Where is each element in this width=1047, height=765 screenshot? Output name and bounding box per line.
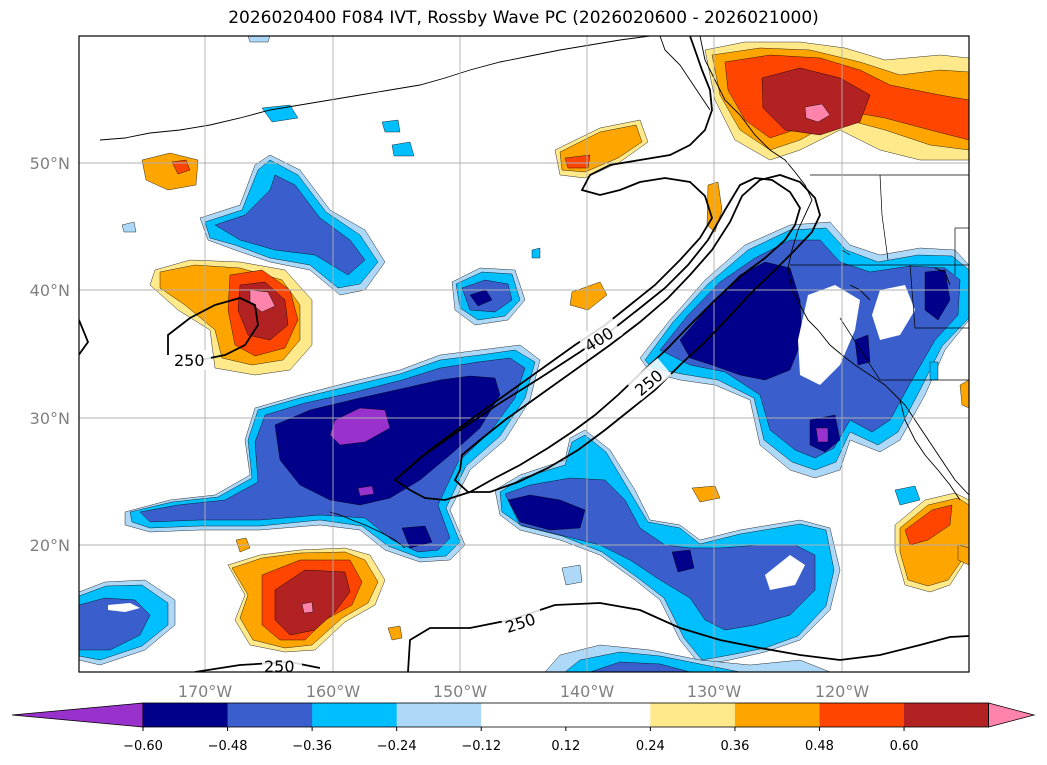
map-frame bbox=[78, 35, 970, 673]
colorbar-segment bbox=[227, 703, 313, 727]
colorbar-segment bbox=[734, 703, 820, 727]
negative-anomaly-east-pacific-south bbox=[494, 429, 841, 666]
colorbar-extend-min bbox=[11, 702, 144, 728]
lon-label-150w: 150°W bbox=[433, 682, 488, 701]
longitude-labels: 170°W 160°W 150°W 140°W 130°W 120°W bbox=[178, 682, 870, 701]
contour-250-pacific bbox=[79, 319, 90, 357]
positive-anomaly-hawaii-south bbox=[227, 547, 386, 653]
contour-400 bbox=[394, 36, 713, 481]
map-title: 2026020400 F084 IVT, Rossby Wave PC (202… bbox=[228, 8, 819, 28]
colorbar-segment bbox=[481, 703, 567, 727]
contour-label-250-west: 250 bbox=[174, 351, 205, 370]
lon-label-160w: 160°W bbox=[306, 682, 361, 701]
colorbar-extend-max bbox=[988, 702, 1036, 728]
political-borders bbox=[790, 174, 969, 381]
lon-label-120w: 120°W bbox=[815, 682, 870, 701]
colorbar-segment bbox=[565, 703, 651, 727]
colorbar-tick-label: 0.12 bbox=[551, 739, 580, 754]
colorbar-tick-label: 0.48 bbox=[805, 739, 834, 754]
lat-label-40n: 40°N bbox=[30, 281, 70, 300]
colorbar-tick-label: −0.24 bbox=[377, 739, 417, 754]
contour-250-west bbox=[167, 297, 259, 361]
contour-labels: 250 400 250 250 250 bbox=[171, 316, 672, 676]
gridlines bbox=[79, 36, 969, 672]
colorbar bbox=[11, 702, 1036, 731]
lat-label-20n: 20°N bbox=[30, 536, 70, 555]
colorbar-segment bbox=[904, 703, 990, 727]
colorbar-segment bbox=[396, 703, 482, 727]
colorbar-tick-label: −0.60 bbox=[123, 739, 163, 754]
colorbar-tick-label: 0.36 bbox=[720, 739, 749, 754]
colorbar-segment bbox=[650, 703, 736, 727]
colorbar-tick-label: −0.36 bbox=[292, 739, 332, 754]
colorbar-segment bbox=[819, 703, 905, 727]
colorbar-ticks: −0.60 −0.48 −0.36 −0.24 −0.12 0.12 0.24 … bbox=[123, 739, 918, 754]
colorbar-tick-label: 0.60 bbox=[890, 739, 919, 754]
latitude-labels: 50°N 40°N 30°N 20°N bbox=[30, 154, 70, 555]
lon-label-130w: 130°W bbox=[687, 682, 742, 701]
lat-label-30n: 30°N bbox=[30, 409, 70, 428]
colorbar-segment bbox=[143, 703, 229, 727]
contour-250-south bbox=[407, 602, 969, 672]
lat-label-50n: 50°N bbox=[30, 154, 70, 173]
negative-anomaly-main-band bbox=[124, 344, 541, 563]
contour-250-main bbox=[453, 174, 821, 493]
ivt-anomaly-fields bbox=[79, 36, 969, 672]
lon-label-140w: 140°W bbox=[560, 682, 615, 701]
lon-label-170w: 170°W bbox=[178, 682, 233, 701]
positive-anomaly-baja bbox=[894, 379, 969, 593]
positive-anomaly-canada bbox=[704, 41, 969, 161]
colorbar-segment bbox=[312, 703, 398, 727]
colorbar-tick-label: −0.48 bbox=[208, 739, 248, 754]
colorbar-tick-label: −0.12 bbox=[461, 739, 501, 754]
negative-anomaly-north-pacific bbox=[199, 154, 386, 296]
contour-label-250-bottom: 250 bbox=[264, 657, 295, 676]
colorbar-tick-label: 0.24 bbox=[636, 739, 665, 754]
coastlines bbox=[99, 36, 969, 549]
